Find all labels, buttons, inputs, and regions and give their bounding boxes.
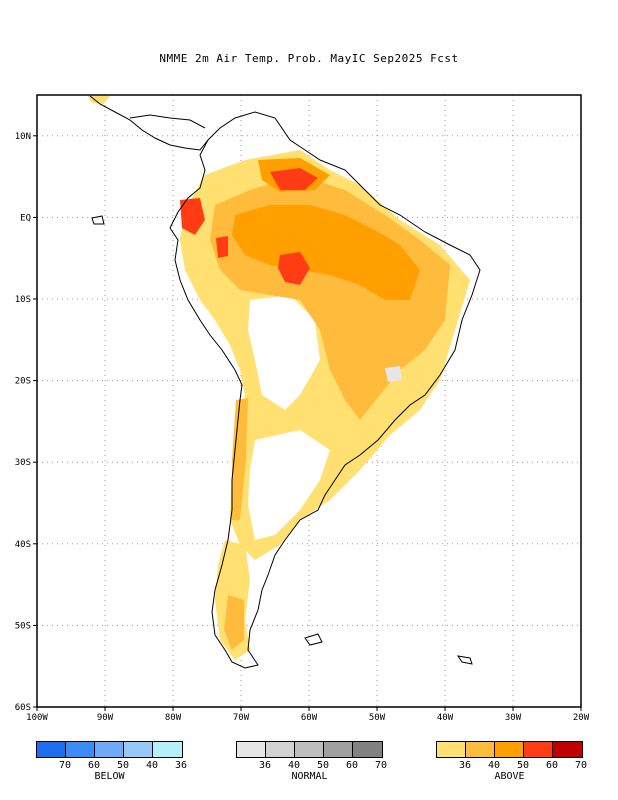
legend-above: 36 40 50 60 70 ABOVE: [436, 741, 587, 782]
south-america-coastline: [169, 111, 481, 669]
no-signal-central: [248, 295, 320, 410]
legend-below-swatch: [37, 742, 66, 757]
legend-normal-label: 60: [345, 760, 359, 771]
legend-normal-label: 36: [258, 760, 272, 771]
above-50-region: [232, 205, 420, 300]
central-america-coastline: [89, 95, 209, 151]
galapagos-islands: [91, 215, 105, 225]
falkland-islands: [304, 633, 323, 646]
legend-normal-swatches: [236, 741, 383, 758]
caribbean-coastline: [129, 114, 206, 129]
legend-above-label: 40: [487, 760, 501, 771]
above-36-north: [88, 96, 110, 104]
legend-below-label: 40: [145, 760, 159, 771]
legend-normal-label: 50: [316, 760, 330, 771]
coastlines: [89, 95, 481, 669]
above-60-core-andes: [216, 236, 228, 258]
lon-tick-label: 40W: [437, 713, 454, 723]
legend-below-swatch: [66, 742, 95, 757]
legend-above-name: ABOVE: [494, 771, 525, 782]
legend-normal-swatch: [237, 742, 266, 757]
lon-tick-label: 60W: [301, 713, 318, 723]
legend-normal-swatch: [266, 742, 295, 757]
lat-tick-label: 40S: [15, 540, 31, 550]
legend-above-labels: 36 40 50 60 70: [436, 760, 587, 772]
legend-above-swatch: [495, 742, 524, 757]
legend-below-swatch: [124, 742, 153, 757]
legend-above-label: 36: [458, 760, 472, 771]
legend-normal-label: 40: [287, 760, 301, 771]
legend-normal-swatch: [295, 742, 324, 757]
map-title: NMME 2m Air Temp. Prob. MayIC Sep2025 Fc…: [159, 52, 459, 65]
no-signal-southern-cone: [248, 430, 330, 540]
legend-below-swatch: [153, 742, 182, 757]
legend-above-swatch: [524, 742, 553, 757]
legend-normal-label: 70: [374, 760, 388, 771]
lat-tick-label: 20S: [15, 377, 31, 387]
lon-tick-label: 70W: [233, 713, 250, 723]
legend-normal-swatch: [324, 742, 353, 757]
lat-tick-label: 60S: [15, 703, 31, 713]
above-40-patagonia: [224, 595, 244, 650]
above-60-core-venezuela: [270, 168, 318, 190]
legend-above-swatch: [437, 742, 466, 757]
above-60-core-amazon: [278, 252, 310, 285]
legend-below-swatch: [95, 742, 124, 757]
legend-below-label: 70: [58, 760, 72, 771]
legend-below-label: 36: [174, 760, 188, 771]
legend-above-swatch: [553, 742, 582, 757]
above-60-core-colombia: [180, 198, 205, 235]
legend-above-label: 60: [545, 760, 559, 771]
lon-tick-label: 90W: [97, 713, 114, 723]
legend-normal-name: NORMAL: [291, 771, 328, 782]
legend-normal: 36 40 50 60 70 NORMAL: [236, 741, 387, 782]
lat-tick-label: 10N: [15, 132, 31, 142]
legend-below-label: 60: [87, 760, 101, 771]
legend-below-label: 50: [116, 760, 130, 771]
legend-below-labels: 70 60 50 40 36: [36, 760, 187, 772]
lon-tick-label: 100W: [26, 713, 48, 723]
lat-tick-label: 50S: [15, 621, 31, 631]
legend-below: 70 60 50 40 36 BELOW: [36, 741, 187, 782]
lat-tick-label: 30S: [15, 458, 31, 468]
lon-tick-label: 80W: [165, 713, 182, 723]
probability-shading: [88, 96, 470, 660]
legend-above-swatches: [436, 741, 583, 758]
legend-above-swatch: [466, 742, 495, 757]
lon-tick-label: 30W: [505, 713, 522, 723]
lat-tick-label: 10S: [15, 295, 31, 305]
lon-tick-label: 50W: [369, 713, 386, 723]
above-40-chile: [232, 398, 248, 520]
lat-tick-label: EQ: [20, 213, 31, 223]
normal-36-patch: [385, 366, 402, 382]
lon-tick-label: 20W: [573, 713, 590, 723]
legend-normal-labels: 36 40 50 60 70: [236, 760, 387, 772]
legend-below-name: BELOW: [94, 771, 125, 782]
legend-normal-swatch: [353, 742, 382, 757]
legend-below-swatches: [36, 741, 183, 758]
legend-above-label: 70: [574, 760, 588, 771]
legend-above-label: 50: [516, 760, 530, 771]
south-georgia: [456, 655, 473, 665]
